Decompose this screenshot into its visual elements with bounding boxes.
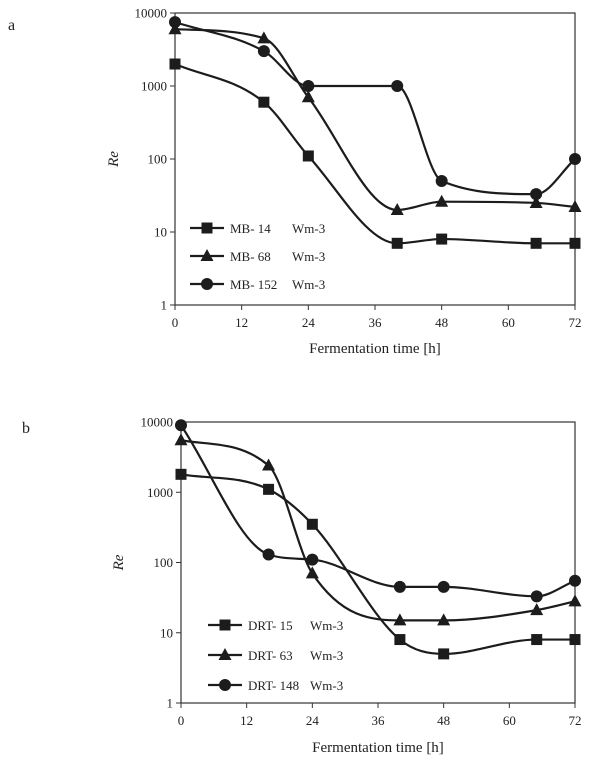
x-tick-label: 48 [437,713,450,728]
x-tick-label: 60 [503,713,516,728]
data-point [438,581,450,593]
panel-label: a [8,17,15,34]
series-triangle [175,433,582,625]
data-point [175,419,187,431]
x-tick-label: 24 [306,713,320,728]
legend-unit: Wm-3 [310,678,343,693]
legend-unit: Wm-3 [310,648,343,663]
legend-marker [219,679,231,691]
x-axis-title: Fermentation time [h] [309,341,441,357]
data-point [263,484,274,495]
chart-panel-b: b 1 10 100 1000 10000 0 12 24 36 48 60 72 Fermentatio… [22,415,582,757]
legend-label: MB- 152 [230,277,277,292]
y-tick-label: 1000 [147,485,173,500]
series-circle [169,16,581,200]
y-tick-label: 10 [160,625,173,640]
legend-label: MB- 68 [230,249,271,264]
figure-canvas: a1101001000100000 12 24 36 48 60 72Fermentatio… [0,0,600,760]
legend-entry: MB- 68 Wm-3 [190,249,325,264]
legend-marker [202,223,213,234]
legend-entry: MB- 152 Wm-3 [190,277,325,292]
data-point [170,59,181,70]
data-point [438,648,449,659]
legend-marker [201,278,213,290]
x-tick-label: 36 [372,713,386,728]
x-tick-label: 24 [302,315,316,330]
data-point [531,634,542,645]
series-line [175,64,575,243]
data-point [303,150,314,161]
data-point [394,581,406,593]
data-point [569,153,581,165]
x-tick-label: 60 [502,315,515,330]
x-tick-label: 0 [172,315,179,330]
legend-unit: Wm-3 [292,249,325,264]
legend-entry: DRT- 63 Wm-3 [208,648,343,663]
series-line [181,440,575,620]
plot-frame [181,422,575,703]
y-tick-label: 100 [148,152,168,167]
data-point [569,575,581,587]
data-point [570,238,581,249]
y-tick-label: 10000 [141,415,174,430]
legend-entry: DRT- 148 Wm-3 [208,678,343,693]
data-point [392,238,403,249]
x-tick-label: 0 [178,713,185,728]
data-point [262,459,275,471]
x-axis-title: Fermentation time [h] [312,740,444,756]
y-axis-title: Re [111,554,127,571]
data-point [530,188,542,200]
series-triangle [169,22,582,215]
data-point [302,80,314,92]
data-point [569,594,582,606]
legend-unit: Wm-3 [292,221,325,236]
y-tick-label: 1000 [141,79,167,94]
y-tick-label: 1 [161,298,168,313]
data-point [436,234,447,245]
data-point [258,97,269,108]
data-point [531,238,542,249]
x-tick-label: 72 [569,713,582,728]
x-tick-label: 36 [369,315,383,330]
data-point [306,554,318,566]
data-point [176,469,187,480]
legend-label: DRT- 63 [248,648,293,663]
x-tick-label: 12 [240,713,253,728]
chart-panel-a: a 1 10 100 1000 10000 0 12 24 36 48 60 72 Fermentatio… [8,6,582,358]
y-tick-label: 100 [154,555,174,570]
series-line [175,29,575,210]
data-point [307,519,318,530]
legend-label: DRT- 148 [248,678,299,693]
data-point [394,634,405,645]
legend-unit: Wm-3 [310,618,343,633]
legend-entry: DRT- 15 Wm-3 [208,618,343,633]
legend-label: MB- 14 [230,221,271,236]
series-square [176,469,581,660]
series-line [175,22,575,194]
x-tick-label: 48 [435,315,448,330]
legend-label: DRT- 15 [248,618,293,633]
series-line [181,474,575,654]
data-point [531,590,543,602]
data-point [175,433,188,445]
y-tick-label: 10000 [135,6,168,21]
panel-label: b [22,420,30,437]
legend-marker [220,620,231,631]
legend-unit: Wm-3 [292,277,325,292]
data-point [570,634,581,645]
series-circle [175,419,581,602]
y-axis-title: Re [106,151,122,168]
legend-entry: MB- 14 Wm-3 [190,221,325,236]
data-point [263,548,275,560]
y-tick-label: 10 [154,225,167,240]
data-point [391,80,403,92]
data-point [169,16,181,28]
x-tick-label: 12 [235,315,248,330]
series-line [181,425,575,596]
y-tick-label: 1 [167,696,174,711]
data-point [436,175,448,187]
x-tick-label: 72 [569,315,582,330]
data-point [258,45,270,57]
data-point [306,566,319,578]
